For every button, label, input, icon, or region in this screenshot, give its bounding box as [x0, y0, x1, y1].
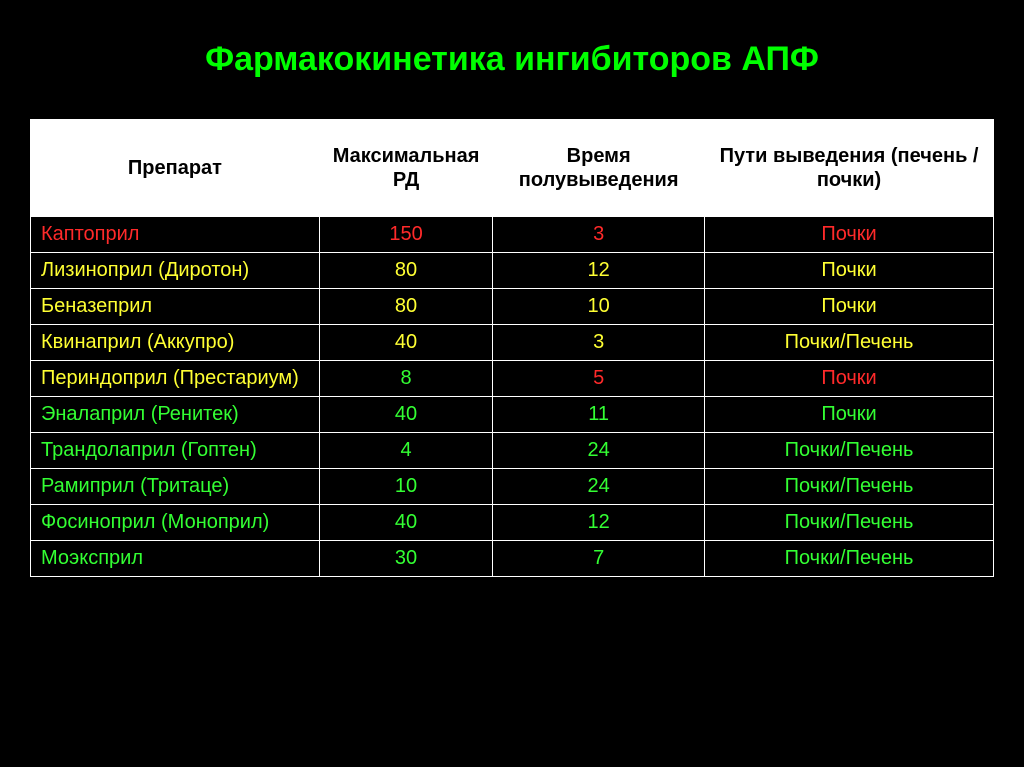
table-row: Квинаприл (Аккупро) 40 3 Почки/Печень: [31, 325, 994, 361]
cell-drug: Рамиприл (Тритаце): [31, 469, 320, 505]
cell-dose: 30: [319, 541, 492, 577]
cell-dose: 80: [319, 253, 492, 289]
cell-thalf: 3: [493, 217, 705, 253]
cell-dose: 40: [319, 397, 492, 433]
cell-drug: Трандолаприл (Гоптен): [31, 433, 320, 469]
cell-thalf: 24: [493, 469, 705, 505]
table-row: Беназеприл 80 10 Почки: [31, 289, 994, 325]
cell-route: Почки/Печень: [705, 433, 994, 469]
pk-table: Препарат Максимальная РД Время полувывед…: [30, 119, 994, 577]
cell-route: Почки: [705, 253, 994, 289]
table-row: Лизиноприл (Диротон) 80 12 Почки: [31, 253, 994, 289]
cell-route: Почки/Печень: [705, 325, 994, 361]
cell-thalf: 12: [493, 505, 705, 541]
cell-drug: Каптоприл: [31, 217, 320, 253]
table-header-row: Препарат Максимальная РД Время полувывед…: [31, 120, 994, 217]
cell-thalf: 5: [493, 361, 705, 397]
cell-dose: 4: [319, 433, 492, 469]
col-half-life: Время полувыведения: [493, 120, 705, 217]
cell-drug: Моэксприл: [31, 541, 320, 577]
cell-route: Почки/Печень: [705, 541, 994, 577]
table-row: Каптоприл 150 3 Почки: [31, 217, 994, 253]
table-row: Эналаприл (Ренитек) 40 11 Почки: [31, 397, 994, 433]
cell-dose: 40: [319, 325, 492, 361]
cell-route: Почки/Печень: [705, 505, 994, 541]
cell-drug: Квинаприл (Аккупро): [31, 325, 320, 361]
cell-thalf: 3: [493, 325, 705, 361]
cell-thalf: 10: [493, 289, 705, 325]
cell-route: Почки: [705, 361, 994, 397]
cell-drug: Лизиноприл (Диротон): [31, 253, 320, 289]
cell-dose: 8: [319, 361, 492, 397]
table-row: Трандолаприл (Гоптен) 4 24 Почки/Печень: [31, 433, 994, 469]
col-elimination: Пути выведения (печень / почки): [705, 120, 994, 217]
cell-drug: Периндоприл (Престариум): [31, 361, 320, 397]
cell-route: Почки: [705, 217, 994, 253]
table-row: Рамиприл (Тритаце) 10 24 Почки/Печень: [31, 469, 994, 505]
cell-drug: Фосиноприл (Моноприл): [31, 505, 320, 541]
cell-drug: Эналаприл (Ренитек): [31, 397, 320, 433]
table-row: Моэксприл 30 7 Почки/Печень: [31, 541, 994, 577]
cell-thalf: 24: [493, 433, 705, 469]
cell-dose: 80: [319, 289, 492, 325]
slide: Фармакокинетика ингибиторов АПФ Препарат…: [0, 0, 1024, 767]
col-drug: Препарат: [31, 120, 320, 217]
cell-thalf: 12: [493, 253, 705, 289]
cell-dose: 150: [319, 217, 492, 253]
cell-dose: 10: [319, 469, 492, 505]
cell-dose: 40: [319, 505, 492, 541]
cell-thalf: 7: [493, 541, 705, 577]
col-max-dose: Максимальная РД: [319, 120, 492, 217]
cell-route: Почки/Печень: [705, 469, 994, 505]
cell-route: Почки: [705, 289, 994, 325]
cell-drug: Беназеприл: [31, 289, 320, 325]
cell-thalf: 11: [493, 397, 705, 433]
table-row: Фосиноприл (Моноприл) 40 12 Почки/Печень: [31, 505, 994, 541]
cell-route: Почки: [705, 397, 994, 433]
page-title: Фармакокинетика ингибиторов АПФ: [30, 40, 994, 79]
table-row: Периндоприл (Престариум) 8 5 Почки: [31, 361, 994, 397]
